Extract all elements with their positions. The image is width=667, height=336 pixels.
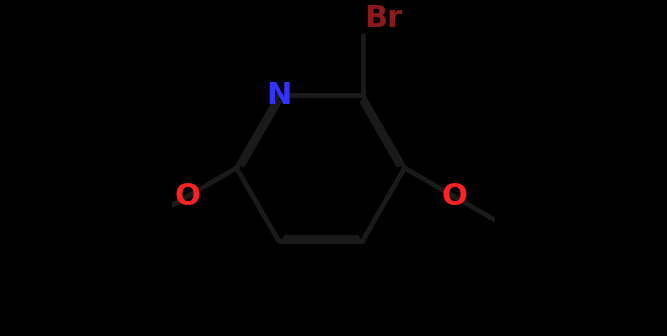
- Text: O: O: [174, 182, 200, 211]
- Text: O: O: [441, 182, 467, 211]
- Text: N: N: [266, 81, 291, 110]
- Text: Br: Br: [364, 4, 402, 33]
